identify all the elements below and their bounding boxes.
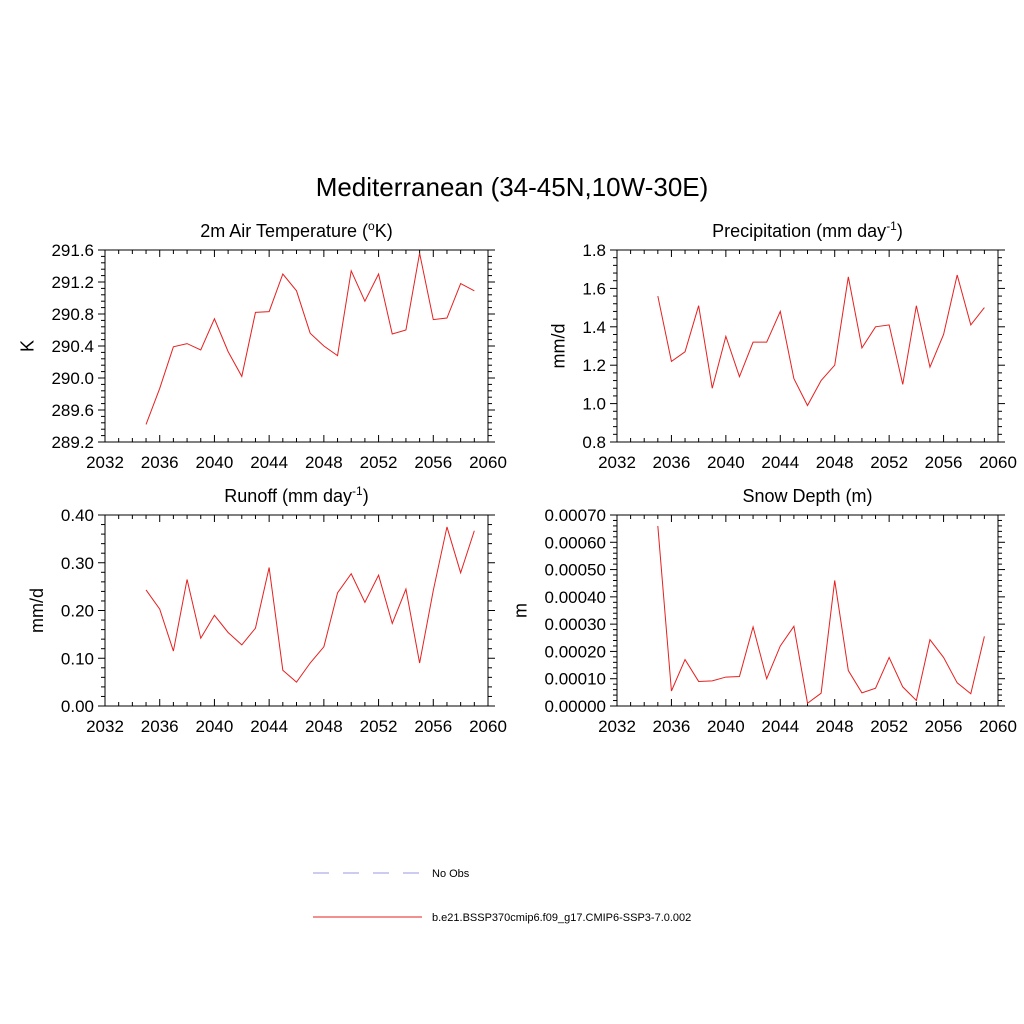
x-tick-label: 2056	[925, 717, 963, 736]
panel-title-suffix: )	[897, 221, 903, 241]
y-tick-label: 289.2	[51, 433, 94, 452]
x-tick-label: 2060	[979, 453, 1017, 472]
x-tick-label: 2040	[707, 453, 745, 472]
y-tick-label: 0.30	[61, 554, 94, 573]
x-tick-label: 2044	[250, 453, 288, 472]
panel-title-suffix: K)	[375, 221, 393, 241]
panel-title-temp: 2m Air Temperature (oK)	[200, 219, 392, 241]
y-tick-label: 290.0	[51, 369, 94, 388]
panel-title-runoff: Runoff (mm day-1)	[224, 484, 368, 506]
x-tick-label: 2044	[761, 453, 799, 472]
panel-title-snow: Snow Depth (m)	[742, 486, 872, 506]
y-tick-label: 291.6	[51, 241, 94, 260]
panel-title-superscript: o	[368, 219, 375, 233]
x-tick-label: 2032	[598, 717, 636, 736]
y-tick-label: 1.8	[582, 241, 606, 260]
y-axis-label-snow: m	[511, 603, 531, 618]
panel-title-text: Precipitation (mm day	[712, 221, 886, 241]
x-tick-label: 2032	[86, 717, 124, 736]
y-tick-label: 0.00030	[545, 615, 606, 634]
legend-label: b.e21.BSSP370cmip6.f09_g17.CMIP6-SSP3-7.…	[432, 912, 691, 924]
y-tick-label: 0.10	[61, 649, 94, 668]
y-tick-label: 0.00010	[545, 670, 606, 689]
panel-temp: 2m Air Temperature (oK) 2032 2036 2040 2044 2…	[18, 219, 507, 472]
panels-group: 2m Air Temperature (oK)2032 2036 2040 2044 2…	[18, 219, 1017, 736]
x-tick-label: 2032	[86, 453, 124, 472]
panel-title-suffix: )	[363, 486, 369, 506]
y-tick-label: 1.4	[582, 318, 606, 337]
x-tick-label: 2036	[141, 717, 179, 736]
panel-title-superscript: -1	[886, 219, 897, 233]
x-tick-label: 2052	[870, 453, 908, 472]
series-line-temp	[145, 253, 475, 425]
y-tick-label: 1.2	[582, 356, 606, 375]
legend-label: No Obs	[432, 868, 470, 880]
x-tick-label: 2040	[707, 717, 745, 736]
y-tick-label: 290.4	[51, 337, 94, 356]
y-axis-label-precip: mm/d	[549, 324, 569, 369]
series-line-snow	[657, 525, 985, 705]
x-tick-label: 2036	[653, 453, 691, 472]
y-tick-label: 0.40	[61, 506, 94, 525]
x-tick-label: 2052	[360, 453, 398, 472]
y-tick-label: 0.00070	[545, 506, 606, 525]
y-axis-label-runoff: mm/d	[27, 588, 47, 633]
y-tick-label: 291.2	[51, 273, 94, 292]
y-tick-label: 0.20	[61, 602, 94, 621]
x-tick-label: 2048	[816, 717, 854, 736]
y-tick-label: 0.00020	[545, 642, 606, 661]
x-tick-label: 2060	[469, 717, 507, 736]
y-tick-label: 0.00	[61, 697, 94, 716]
x-tick-label: 2052	[870, 717, 908, 736]
x-tick-label: 2060	[979, 717, 1017, 736]
y-tick-label: 290.8	[51, 305, 94, 324]
x-tick-label: 2044	[761, 717, 799, 736]
x-tick-label: 2060	[469, 453, 507, 472]
panel-precip: Precipitation (mm day-1) 2032 2036 2040 2044…	[549, 219, 1017, 472]
x-tick-label: 2036	[141, 453, 179, 472]
y-tick-label: 289.6	[51, 401, 94, 420]
y-tick-label: 0.00040	[545, 588, 606, 607]
panel-title-text: Snow Depth (m)	[742, 486, 872, 506]
x-tick-label: 2056	[414, 453, 452, 472]
y-tick-label: 1.6	[582, 279, 606, 298]
y-tick-label: 0.8	[582, 433, 606, 452]
x-tick-label: 2048	[305, 717, 343, 736]
x-tick-label: 2048	[305, 453, 343, 472]
panel-snow: Snow Depth (m) 2032 2036 2040 2044 2048 2052 20…	[511, 486, 1017, 736]
y-tick-label: 0.00060	[545, 533, 606, 552]
legend: No Obs b.e21.BSSP370cmip6.f09_g17.CMIP6-S…	[313, 868, 691, 924]
x-tick-label: 2032	[598, 453, 636, 472]
series-line-precip	[657, 274, 985, 407]
x-tick-label: 2044	[250, 717, 288, 736]
figure-title: Mediterranean (34-45N,10W-30E)	[316, 172, 709, 202]
y-tick-label: 0.00050	[545, 561, 606, 580]
y-tick-label: 1.0	[582, 395, 606, 414]
x-tick-label: 2056	[414, 717, 452, 736]
panel-title-precip: Precipitation (mm day-1)	[712, 219, 903, 241]
x-tick-label: 2040	[196, 453, 234, 472]
panel-title-superscript: -1	[352, 484, 363, 498]
panel-title-text: 2m Air Temperature (	[200, 221, 368, 241]
x-tick-label: 2040	[196, 717, 234, 736]
x-tick-label: 2052	[360, 717, 398, 736]
x-tick-label: 2056	[925, 453, 963, 472]
y-axis-label-temp: K	[18, 340, 38, 352]
panel-runoff: Runoff (mm day-1) 2032 2036 2040 2044 2048 205…	[27, 484, 507, 736]
series-line-runoff	[145, 526, 475, 683]
x-tick-label: 2036	[653, 717, 691, 736]
x-tick-label: 2048	[816, 453, 854, 472]
y-tick-label: 0.00000	[545, 697, 606, 716]
panel-title-text: Runoff (mm day	[224, 486, 352, 506]
